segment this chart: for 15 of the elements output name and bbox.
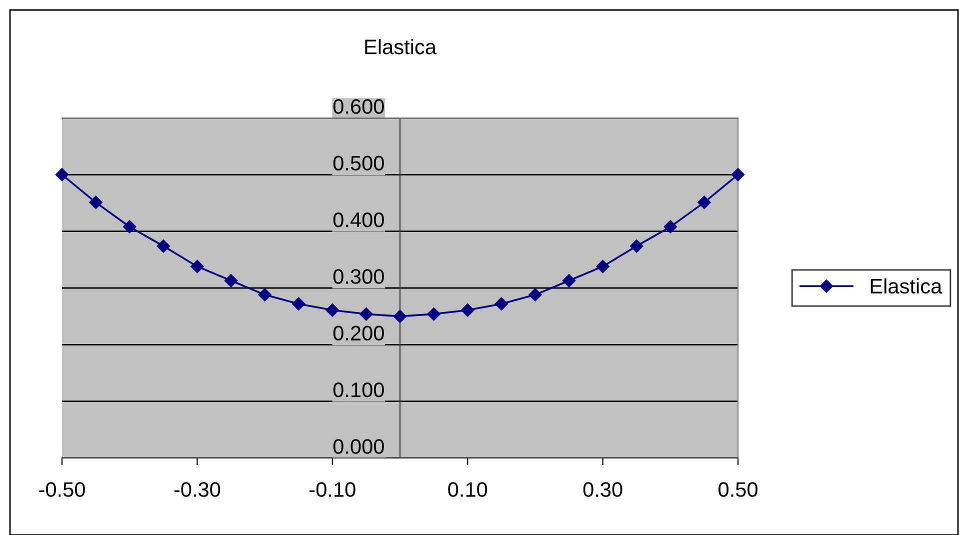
y-tick-label: 0.500 — [333, 156, 384, 171]
y-tick-label: 0.600 — [333, 99, 384, 114]
y-tick-label: 0.000 — [333, 439, 384, 454]
y-tick-label: 0.200 — [333, 326, 384, 341]
chart-title: Elastica — [365, 39, 436, 54]
x-tick-label: -0.50 — [39, 482, 85, 497]
legend-label: Elastica — [870, 278, 942, 294]
x-tick-label: 0.50 — [718, 482, 758, 497]
x-tick-label: -0.30 — [174, 482, 220, 497]
x-tick-label: 0.30 — [583, 482, 622, 497]
x-tick-label: 0.10 — [448, 482, 488, 497]
x-tick-label: -0.10 — [310, 482, 356, 497]
y-tick-label: 0.300 — [333, 269, 384, 284]
y-tick-label: 0.100 — [333, 382, 384, 398]
y-tick-label: 0.400 — [333, 212, 384, 228]
